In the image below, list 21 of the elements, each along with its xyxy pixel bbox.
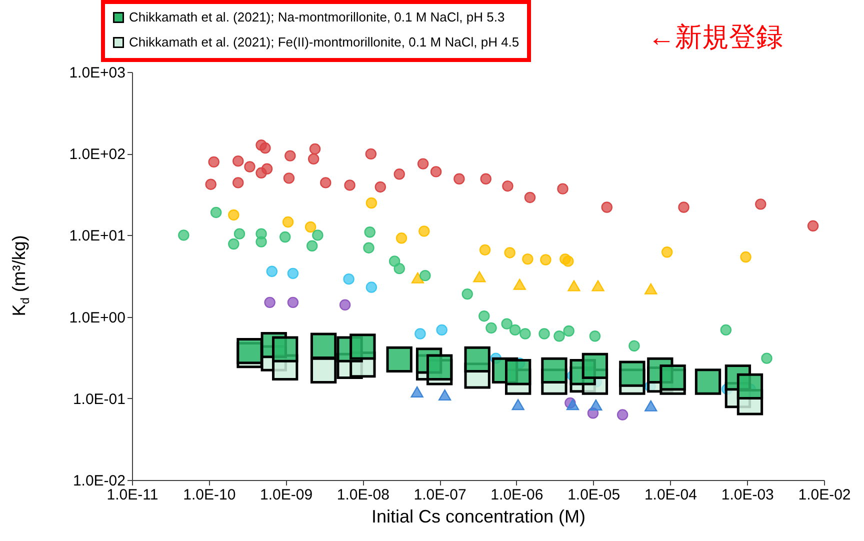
y-axis-title: Kd (m³/kg) — [9, 235, 32, 316]
y-tick-label: 1.0E+00 — [69, 309, 126, 326]
x-tick-label: 1.0E-08 — [336, 486, 390, 504]
x-tick-label: 1.0E-05 — [568, 486, 620, 504]
x-tick-label: 1.0E-06 — [490, 486, 544, 504]
y-tick-label: 1.0E-01 — [72, 390, 126, 408]
legend-label: Chikkamath et al. (2021); Na-montmorillonite, 0.1 M NaCl, pH 5.3 — [129, 10, 505, 24]
x-tick-label: 1.0E-11 — [106, 486, 158, 504]
x-tick-label: 1.0E-10 — [183, 486, 236, 504]
x-tick-label: 1.0E-04 — [644, 486, 697, 504]
y-tick-label: 1.0E-02 — [72, 472, 126, 490]
y-tick-label: 1.0E+01 — [69, 228, 126, 245]
x-tick-label: 1.0E-07 — [414, 486, 466, 504]
y-tick-label: 1.0E+02 — [69, 146, 126, 164]
x-tick-label: 1.0E-09 — [260, 486, 313, 504]
x-axis-title: Initial Cs concentration (M) — [371, 506, 586, 526]
x-tick-label: 1.0E-03 — [721, 486, 774, 504]
y-tick-label: 1.0E+03 — [69, 64, 126, 82]
text: ←新規登録 — [648, 22, 783, 52]
x-tick-label: 1.0E-02 — [798, 486, 851, 504]
legend-label: Chikkamath et al. (2021); Fe(II)-montmorillonite, 0.1 M NaCl, pH 4.5 — [129, 34, 520, 50]
